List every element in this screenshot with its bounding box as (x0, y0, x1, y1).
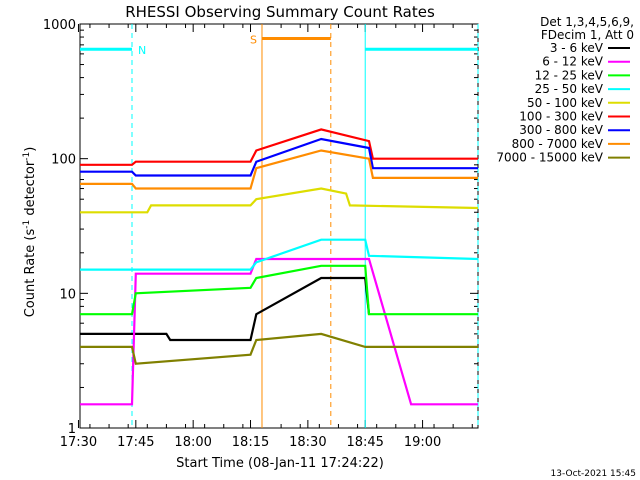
legend-label: 12 - 25 keV (535, 68, 604, 82)
series-line (80, 276, 371, 342)
series-line (80, 187, 479, 214)
y-axis-label-sup-1: -1 (22, 220, 32, 229)
legend-header-1: Det 1,3,4,5,6,9, (540, 15, 634, 29)
plot-frame (79, 23, 479, 429)
y-axis-label-sup-2: -1 (22, 152, 32, 161)
series-line (80, 128, 478, 166)
legend-label: 6 - 12 keV (542, 55, 604, 69)
legend-label: 800 - 7000 keV (512, 137, 604, 151)
y-tick-label: 1 (68, 422, 76, 437)
x-axis-label: Start Time (08-Jan-11 17:24:22) (176, 456, 384, 471)
series-line (80, 264, 478, 316)
y-tick-label: 10 (59, 287, 76, 302)
x-tick-label: 17:45 (117, 435, 154, 450)
chart-title: RHESSI Observing Summary Count Rates (125, 3, 435, 21)
legend-header-2: FDecim 1, Att 0 (541, 28, 634, 42)
legend: Det 1,3,4,5,6,9, FDecim 1, Att 0 3 - 6 k… (496, 15, 634, 165)
mode-flag-label: S (250, 34, 257, 47)
legend-label: 3 - 6 keV (550, 41, 604, 55)
legend-label: 300 - 800 keV (519, 123, 603, 137)
y-tick-label: 100 (51, 153, 76, 168)
legend-label: 25 - 50 keV (535, 82, 604, 96)
legend-label: 50 - 100 keV (527, 96, 604, 110)
x-tick-label: 19:00 (404, 435, 441, 450)
y-tick-label: 1000 (43, 18, 76, 33)
y-axis-label: Count Rate (s-1 detector-1) (22, 147, 38, 318)
series-line (80, 149, 478, 190)
x-tick-label: 18:15 (232, 435, 269, 450)
series-line (80, 238, 479, 271)
series-line (80, 257, 478, 406)
plot-area: 1 10 100 1000 17:30 17:45 18:00 18:15 18:30 18:45… (43, 18, 479, 450)
series-line (80, 137, 478, 177)
footer-timestamp: 13-Oct-2021 15:45 (551, 469, 636, 479)
y-axis-label-mid: detector (23, 160, 38, 220)
mode-flag-label: N (138, 44, 146, 57)
y-axis-label-main: Count Rate (s (23, 229, 38, 318)
x-tick-label: 18:45 (346, 435, 383, 450)
series-line (80, 332, 478, 365)
legend-label: 7000 - 15000 keV (496, 151, 603, 165)
x-tick-label: 18:30 (289, 435, 326, 450)
legend-label: 100 - 300 keV (519, 110, 603, 124)
x-tick-label: 17:30 (60, 435, 97, 450)
x-tick-label: 18:00 (174, 435, 211, 450)
y-axis-label-end: ) (23, 147, 38, 152)
